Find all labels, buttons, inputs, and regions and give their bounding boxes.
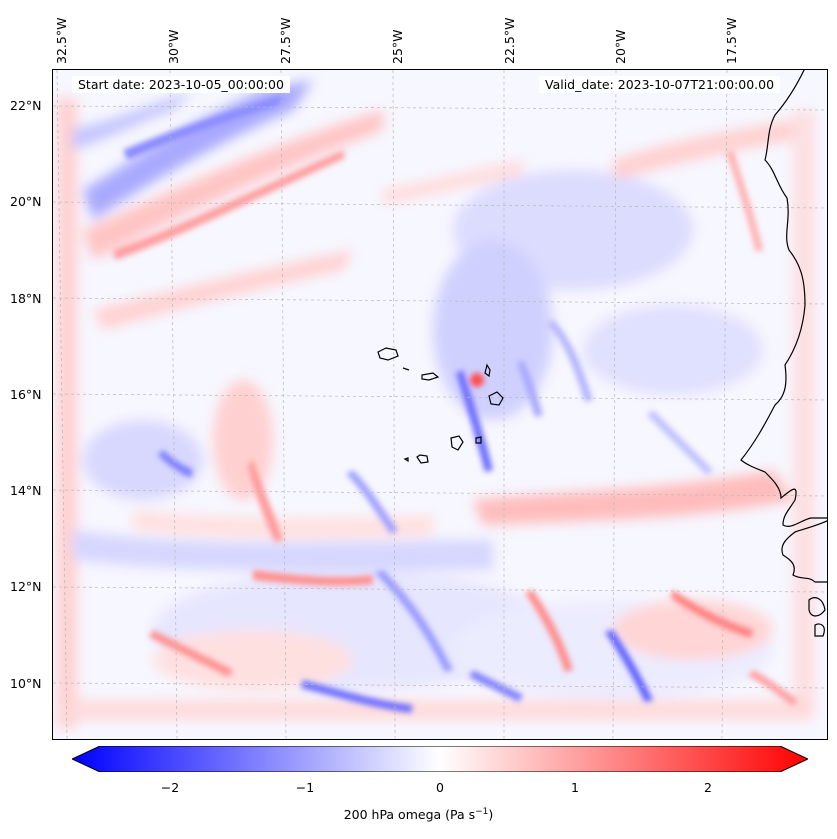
- island-santiago: [450, 435, 464, 451]
- omega-fine-structure: [113, 95, 798, 713]
- colorbar-label-text: 200 hPa omega (Pa s: [343, 807, 476, 823]
- island-santo-antao: [377, 347, 399, 361]
- lat-label-20n: 20°N: [10, 194, 42, 209]
- start-date-label: Start date: 2023-10-05_00:00:00: [72, 76, 290, 93]
- colorbar-tick-1: 1: [571, 780, 579, 795]
- lon-label-17-5w: 17.5°W: [724, 17, 739, 64]
- lon-label-25w: 25°W: [390, 29, 405, 64]
- colorbar-tick-2: 2: [704, 780, 712, 795]
- colorbar-label-close: ): [488, 807, 494, 823]
- colorbar-tick-minus2: −2: [160, 780, 180, 795]
- lat-label-22n: 22°N: [10, 98, 42, 113]
- omega-shading: [57, 80, 815, 728]
- island-sao-nicolau: [421, 372, 440, 381]
- coastline: [377, 70, 827, 637]
- lon-label-22-5w: 22.5°W: [502, 17, 517, 64]
- island-sal: [484, 363, 491, 378]
- omega-field-map: [53, 70, 827, 739]
- island-fogo: [416, 454, 429, 464]
- colorbar-tick-minus1: −1: [295, 780, 315, 795]
- west-africa-coast: [740, 70, 827, 637]
- colorbar: [72, 746, 808, 772]
- lat-label-12n: 12°N: [10, 579, 42, 594]
- lat-label-14n: 14°N: [10, 483, 42, 498]
- lat-label-10n: 10°N: [10, 676, 42, 691]
- lon-label-20w: 20°W: [613, 29, 628, 64]
- colorbar-tick-0: 0: [436, 780, 444, 795]
- lat-label-16n: 16°N: [10, 387, 42, 402]
- lon-label-27-5w: 27.5°W: [278, 17, 293, 64]
- map-panel: [52, 69, 828, 740]
- island-brava: [403, 457, 409, 463]
- valid-date-label: Valid_date: 2023-10-07T21:00:00.00: [539, 76, 781, 93]
- lon-label-32-5w: 32.5°W: [54, 17, 69, 64]
- island-boa-vista: [488, 391, 504, 406]
- lon-label-30w: 30°W: [166, 29, 181, 64]
- gridlines: [53, 70, 827, 739]
- colorbar-label: 200 hPa omega (Pa s−1): [0, 807, 837, 822]
- colorbar-bar: [72, 746, 808, 772]
- colorbar-label-exponent: −1: [475, 807, 489, 817]
- lat-label-18n: 18°N: [10, 291, 42, 306]
- island-maio: [475, 436, 482, 444]
